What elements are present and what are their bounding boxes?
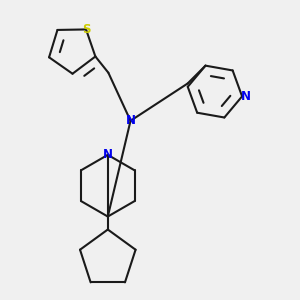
Text: N: N	[103, 148, 113, 161]
Text: N: N	[125, 114, 136, 127]
Text: S: S	[82, 23, 90, 36]
Text: N: N	[241, 90, 251, 103]
